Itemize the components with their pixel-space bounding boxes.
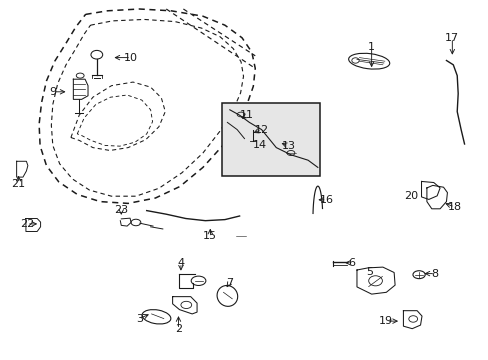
Text: 17: 17 xyxy=(445,33,458,43)
Text: 22: 22 xyxy=(20,219,34,229)
Text: 18: 18 xyxy=(447,202,461,212)
Text: 12: 12 xyxy=(254,125,268,135)
Bar xyxy=(222,103,320,176)
Text: 4: 4 xyxy=(177,258,184,268)
Text: 6: 6 xyxy=(348,258,355,268)
Text: 13: 13 xyxy=(281,141,295,151)
Text: 20: 20 xyxy=(403,191,417,201)
Text: 16: 16 xyxy=(319,195,333,205)
Text: 21: 21 xyxy=(12,179,25,189)
Text: 5: 5 xyxy=(365,267,372,277)
Text: 10: 10 xyxy=(124,53,138,63)
Text: 8: 8 xyxy=(431,269,438,279)
Text: 15: 15 xyxy=(203,231,217,241)
Text: 2: 2 xyxy=(175,324,182,334)
Text: 1: 1 xyxy=(367,42,374,52)
Text: 19: 19 xyxy=(379,316,392,326)
Text: 9: 9 xyxy=(49,87,56,97)
Text: 3: 3 xyxy=(136,314,142,324)
Text: 11: 11 xyxy=(240,110,253,120)
Text: 7: 7 xyxy=(226,278,233,288)
Text: 14: 14 xyxy=(253,140,266,150)
Text: 23: 23 xyxy=(114,204,128,215)
